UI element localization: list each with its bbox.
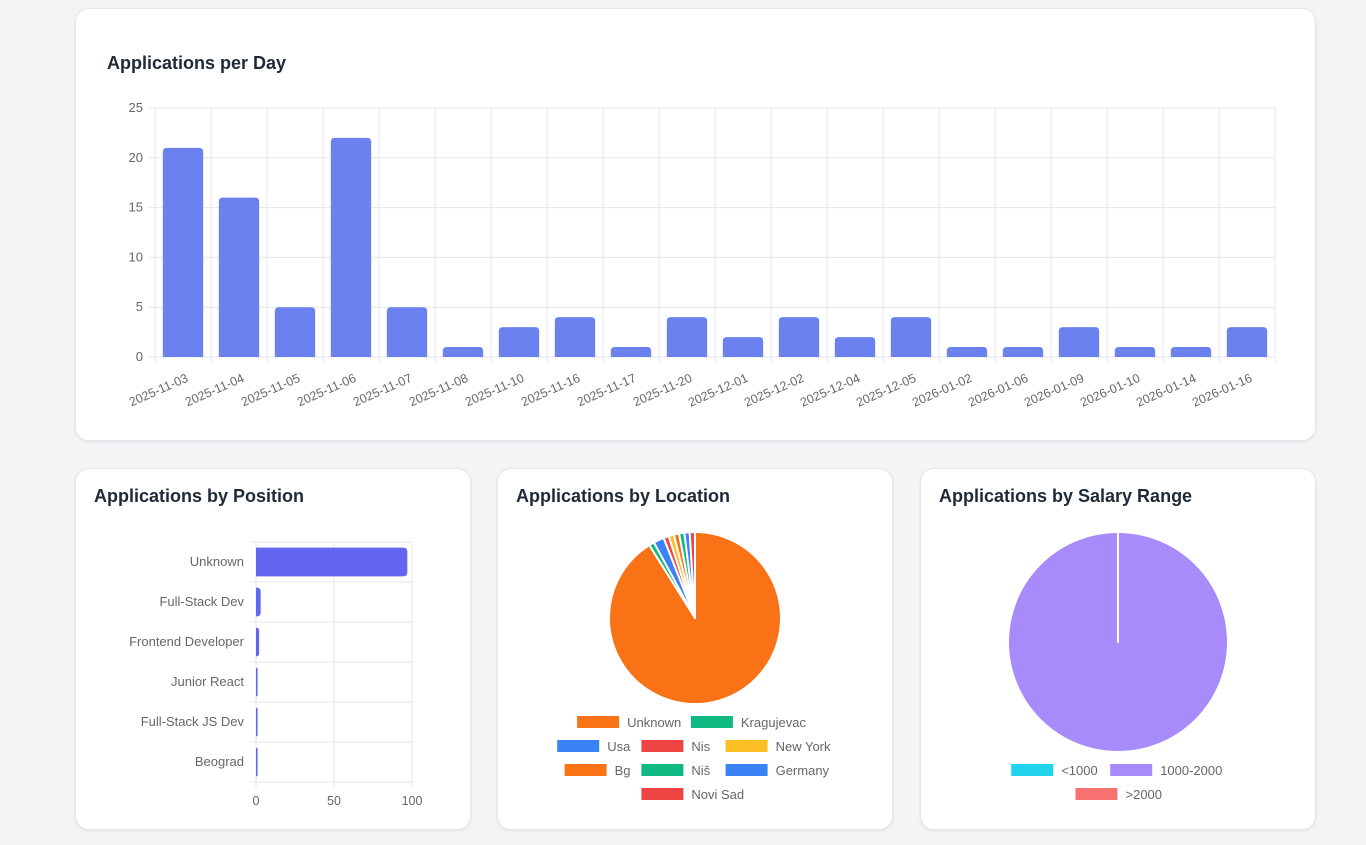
location-chart-title: Applications by Location (516, 486, 731, 506)
bar-full-stack-js-dev (256, 707, 258, 737)
bar-2025-11-06 (330, 137, 372, 357)
daily-bar-chart: 0 5 10 15 20 25 2025-11-032025-11-042025-11-05… (127, 100, 1276, 410)
bar-2025-12-01 (722, 337, 764, 357)
y-tick-label: 20 (129, 150, 143, 165)
bar-unknown (256, 547, 408, 577)
legend-swatch-2000 (1075, 788, 1118, 800)
legend-label-bg: Bg (615, 763, 631, 778)
x-tick-label: 100 (402, 794, 423, 808)
legend-label-1000-2000: 1000-2000 (1160, 763, 1222, 778)
x-tick-label: 2025-11-10 (463, 371, 526, 409)
x-tick-label: 2026-01-09 (1022, 371, 1086, 410)
legend-label-germany: Germany (776, 763, 830, 778)
bar-2025-11-04 (218, 197, 260, 357)
x-tick-label: 2025-12-05 (854, 371, 918, 410)
x-tick-label: 50 (327, 794, 341, 808)
x-tick-label: 2025-11-17 (575, 371, 638, 409)
salary-pie-chart: <1000 1000-2000 >2000 (1007, 531, 1229, 802)
x-tick-label: 2025-11-03 (127, 371, 190, 409)
legend-swatch-kragujevac (690, 716, 733, 728)
daily-chart-card: Applications per Day 0 5 10 15 20 25 2025-11-0… (75, 8, 1316, 441)
position-chart-card: Applications by Position 0 50 100 Unknown Fu… (75, 468, 471, 830)
x-tick-label: 2025-12-01 (686, 371, 750, 410)
legend-swatch-bg (564, 764, 607, 776)
location-pie-chart: Unknown Kragujevac Usa Nis New York Bg Niš Germ… (557, 531, 831, 802)
bar-2025-11-20 (666, 317, 708, 357)
legend-swatch-1000 (1011, 764, 1054, 776)
x-tick-label: 2025-11-04 (183, 371, 246, 409)
x-tick-label: 2026-01-10 (1078, 371, 1142, 410)
legend-label-2000: >2000 (1126, 787, 1163, 802)
bar-2025-12-02 (778, 317, 820, 357)
legend-label-new-york: New York (776, 739, 831, 754)
x-tick-label: 2026-01-14 (1134, 371, 1198, 410)
legend-label-novi-sad: Novi Sad (691, 787, 744, 802)
y-tick-label: Full-Stack Dev (159, 594, 244, 609)
bar-2025-11-16 (554, 317, 596, 357)
legend-swatch-new-york (725, 740, 768, 752)
legend-label-unknown: Unknown (627, 715, 681, 730)
bar-junior-react (256, 667, 258, 697)
salary-chart-card: Applications by Salary Range <1000 1000-2… (920, 468, 1316, 830)
bar-2026-01-14 (1170, 347, 1212, 357)
x-tick-label: 2025-11-05 (239, 371, 302, 409)
bar-2025-11-17 (610, 347, 652, 357)
y-tick-label: Full-Stack JS Dev (141, 714, 245, 729)
x-tick-label: 2025-11-20 (631, 371, 694, 409)
location-chart-card: Applications by Location Unknown Kragujev… (497, 468, 893, 830)
legend-label-usa: Usa (607, 739, 631, 754)
bar-2025-12-04 (834, 337, 876, 357)
y-tick-label: 10 (129, 249, 143, 264)
bar-2026-01-06 (1002, 347, 1044, 357)
x-tick-label: 2026-01-16 (1190, 371, 1254, 410)
bar-2025-12-05 (890, 317, 932, 357)
bar-frontend-developer (256, 627, 260, 657)
x-tick-label: 2025-12-04 (798, 371, 862, 410)
x-tick-label: 2025-11-07 (351, 371, 414, 409)
legend-swatch-nis (641, 740, 684, 752)
x-tick-label: 2025-11-08 (407, 371, 470, 409)
y-tick-label: Junior React (171, 674, 244, 689)
x-tick-label: 2025-12-02 (742, 371, 806, 410)
bar-2026-01-16 (1226, 327, 1268, 357)
y-tick-label: 0 (136, 349, 143, 364)
bar-2026-01-10 (1114, 347, 1156, 357)
bar-full-stack-dev (256, 587, 261, 617)
y-tick-label: 25 (129, 100, 143, 115)
x-tick-label: 2025-11-06 (295, 371, 358, 409)
position-chart-title: Applications by Position (94, 486, 305, 506)
y-tick-label: 5 (136, 299, 143, 314)
y-tick-label: Unknown (190, 554, 244, 569)
x-tick-label: 2025-11-16 (519, 371, 582, 409)
pie-slice-novi-sad (688, 531, 696, 619)
bar-2025-11-08 (442, 347, 484, 357)
bar-2025-11-07 (386, 307, 428, 357)
y-tick-label: 15 (129, 200, 143, 215)
daily-chart-title: Applications per Day (107, 53, 287, 73)
legend-swatch-unknown (577, 716, 620, 728)
legend-label-kragujevac: Kragujevac (741, 715, 807, 730)
x-tick-label: 2026-01-02 (910, 371, 974, 410)
position-bar-chart: 0 50 100 Unknown Full-Stack Dev Frontend Deve… (129, 541, 423, 808)
bar-beograd (256, 747, 258, 777)
salary-chart-title: Applications by Salary Range (939, 486, 1193, 506)
legend-label-ni: Niš (691, 763, 710, 778)
legend-label-nis: Nis (691, 739, 710, 754)
y-tick-label: Frontend Developer (129, 634, 245, 649)
legend-swatch-germany (725, 764, 768, 776)
y-tick-label: Beograd (195, 754, 244, 769)
bar-2026-01-09 (1058, 327, 1100, 357)
x-tick-label: 0 (253, 794, 260, 808)
legend-swatch-usa (557, 740, 600, 752)
legend-swatch-ni (641, 764, 684, 776)
legend-swatch-1000-2000 (1110, 764, 1153, 776)
bar-2026-01-02 (946, 347, 988, 357)
legend-swatch-novi-sad (641, 788, 684, 800)
bar-2025-11-10 (498, 327, 540, 357)
x-tick-label: 2026-01-06 (966, 371, 1030, 410)
legend-label-1000: <1000 (1061, 763, 1098, 778)
bar-2025-11-03 (162, 147, 204, 357)
bar-2025-11-05 (274, 307, 316, 357)
